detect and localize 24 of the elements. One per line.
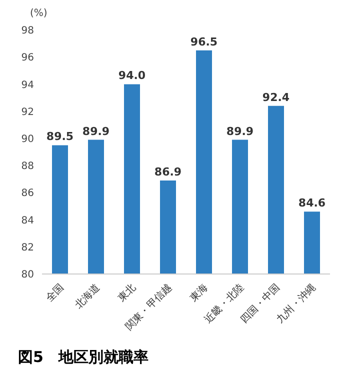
y-tick-label: 88 [21,161,34,172]
y-tick-label: 80 [21,270,34,281]
y-tick-label: 94 [21,80,34,91]
x-tick-label: 北海道 [72,282,102,312]
text: 図5 地区別就職率 [18,348,150,367]
data-label: 89.9 [226,124,254,138]
y-tick-label: 90 [21,134,34,145]
y-tick-label: 98 [21,26,34,37]
data-label: 89.9 [82,124,110,138]
data-label: 94.0 [118,69,146,82]
x-tick-label: 全国 [43,282,66,304]
x-tick-label: 東北 [115,282,138,304]
x-tick-label: 東海 [187,282,210,304]
y-tick-label: 96 [21,52,34,64]
y-axis-title: (%) [30,8,48,20]
data-label: 84.6 [298,196,326,210]
data-label: 86.9 [154,165,182,178]
y-tick-label: 92 [21,106,34,118]
data-label: 92.4 [262,90,290,104]
y-tick-label: 82 [21,242,34,254]
data-label: 89.5 [46,130,74,144]
data-label: 96.5 [190,35,218,48]
y-tick-label: 84 [21,215,34,226]
y-tick-label: 86 [21,188,34,200]
